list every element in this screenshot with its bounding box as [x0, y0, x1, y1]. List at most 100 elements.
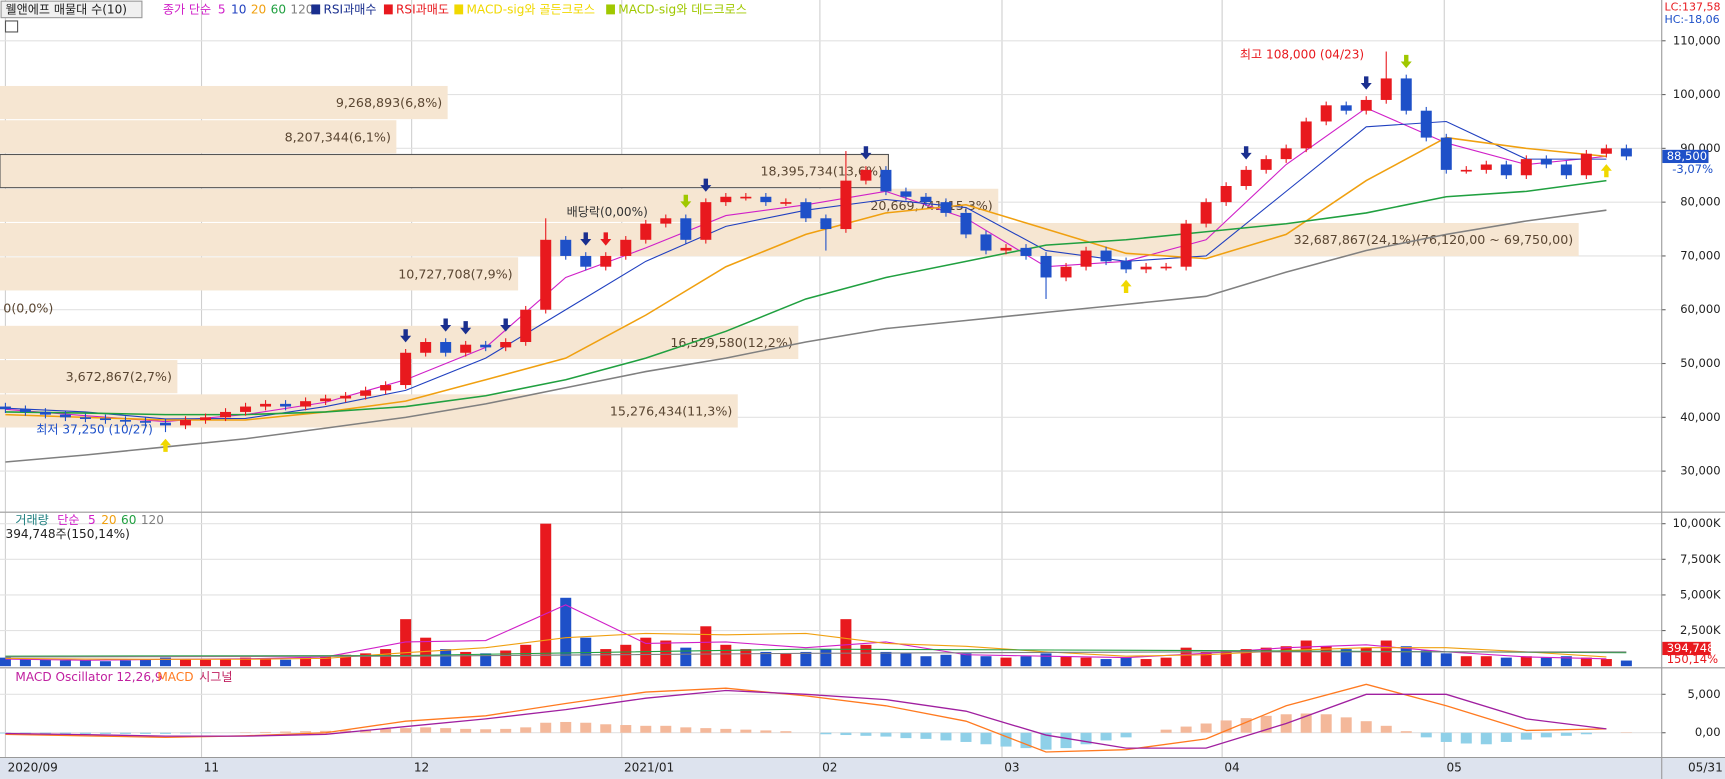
volume-profile-bar — [0, 188, 999, 222]
ma-line — [5, 179, 1607, 416]
oscillator-bar — [660, 725, 672, 733]
candle-body — [940, 202, 952, 213]
volume-bar — [1440, 653, 1452, 667]
oscillator-bar — [1000, 732, 1012, 747]
volume-bar — [820, 649, 832, 667]
legend-label: 종가 단순 — [163, 2, 211, 16]
y-tick-label: 5,000K — [1680, 587, 1721, 601]
oscillator-bar — [1220, 720, 1232, 733]
volume-bar — [200, 659, 212, 667]
volume-profile-value: 8,207,344(6,1%) — [285, 129, 391, 144]
change-label: -3,07% — [1672, 162, 1713, 176]
oscillator-bar — [980, 732, 992, 745]
volume-bar — [119, 660, 131, 667]
volume-bar — [960, 653, 972, 667]
candle-body — [820, 218, 832, 230]
candle-body — [900, 191, 912, 197]
signal-arrow — [700, 178, 712, 192]
volume-profile-value: 0(0,0%) — [3, 300, 53, 315]
y-tick-label: 50,000 — [1680, 356, 1720, 370]
volume-profile-bar — [0, 325, 799, 359]
oscillator-bar — [700, 728, 712, 733]
legend-label: 20 — [251, 2, 266, 16]
candle-body — [1300, 121, 1312, 149]
volume-ma-line — [5, 651, 1627, 658]
oscillator-bar — [260, 731, 272, 733]
volume-profile-label: 0(0,0%) — [3, 300, 53, 315]
candle-body — [880, 169, 892, 192]
oscillator-bar — [39, 732, 51, 734]
candle-body — [1340, 105, 1352, 111]
volume-bar — [300, 657, 312, 667]
volume-bar — [480, 653, 492, 667]
candle-body — [320, 398, 332, 402]
volume-profile-range: (76,120,00 ~ 69,750,00) — [1416, 232, 1573, 247]
volume-profile-label: 18,395,734(13,6%) — [761, 163, 883, 178]
volume-profile-bar — [0, 223, 1579, 257]
candle-body — [780, 202, 792, 204]
volume-bar — [1180, 647, 1192, 667]
candle-body — [1220, 186, 1232, 203]
legend-swatch — [606, 4, 615, 15]
oscillator-bar — [1460, 732, 1472, 744]
volume-bar — [360, 653, 372, 667]
oscillator-bar — [59, 732, 71, 734]
candle-body — [960, 212, 972, 235]
oscillator-bar — [340, 730, 352, 733]
ma-line — [5, 209, 1607, 463]
legend-swatch — [383, 4, 393, 15]
signal-arrow — [860, 146, 872, 160]
volume-profile-value: 3,672,867(2,7%) — [66, 369, 172, 384]
volume-profile-label: 16,529,580(12,2%) — [670, 334, 792, 349]
legend-label: 단순 — [57, 513, 79, 527]
volume-tag — [1662, 641, 1711, 656]
oscillator-bar — [1160, 729, 1172, 733]
legend-label: RSI과매수 — [323, 2, 376, 16]
oscillator-bar — [680, 727, 692, 733]
candle-body — [0, 406, 11, 410]
volume-bar — [780, 653, 792, 667]
candle-body — [240, 406, 252, 412]
candle-body — [1580, 153, 1592, 176]
volume-ma-line — [5, 632, 1607, 660]
volume-bar — [720, 644, 732, 667]
oscillator-bar — [320, 730, 332, 733]
volume-bar — [1020, 656, 1032, 667]
signal-arrow — [460, 321, 472, 335]
candle-body — [440, 342, 452, 353]
oscillator-bar — [400, 728, 412, 733]
candle-body — [180, 420, 192, 426]
volume-profile-value: 32,687,867(24,1%) — [1294, 232, 1416, 247]
oscillator-bar — [1240, 718, 1252, 733]
x-tick-label: 2021/01 — [624, 760, 674, 774]
oscillator-bar — [460, 728, 472, 733]
candle-body — [59, 414, 71, 418]
volume-profile-bar — [0, 257, 519, 291]
candle-body — [640, 223, 652, 240]
oscillator-bar — [300, 731, 312, 733]
volume-profile-value: 10,727,708(7,9%) — [398, 266, 512, 281]
y-tick-label: 30,000 — [1680, 464, 1720, 478]
candle-body — [79, 417, 91, 419]
volume-bar — [1580, 657, 1592, 667]
candle-body — [340, 395, 352, 399]
annotation: 최고 108,000 (04/23) — [1240, 48, 1364, 62]
volume-bar — [460, 651, 472, 667]
candle-body — [1240, 169, 1252, 187]
x-tick-label: 04 — [1224, 760, 1240, 774]
signal-arrow — [1600, 164, 1612, 178]
candle-body — [620, 239, 632, 256]
oscillator-bar — [159, 732, 171, 734]
volume-bar — [1000, 657, 1012, 667]
volume-profile-bar — [0, 360, 178, 394]
oscillator-bar — [1540, 732, 1552, 738]
oscillator-bar — [1040, 732, 1052, 750]
macd-line — [5, 683, 1607, 753]
x-tick-label: 02 — [822, 760, 837, 774]
volume-profile-label: 15,276,434(11,3%) — [610, 403, 732, 418]
legend-label: 10 — [231, 2, 246, 16]
title: 웰앤에프 매물대 수(10) — [6, 2, 128, 16]
volume-bar — [1040, 653, 1052, 667]
candle-body — [119, 420, 131, 422]
oscillator-bar — [480, 729, 492, 733]
